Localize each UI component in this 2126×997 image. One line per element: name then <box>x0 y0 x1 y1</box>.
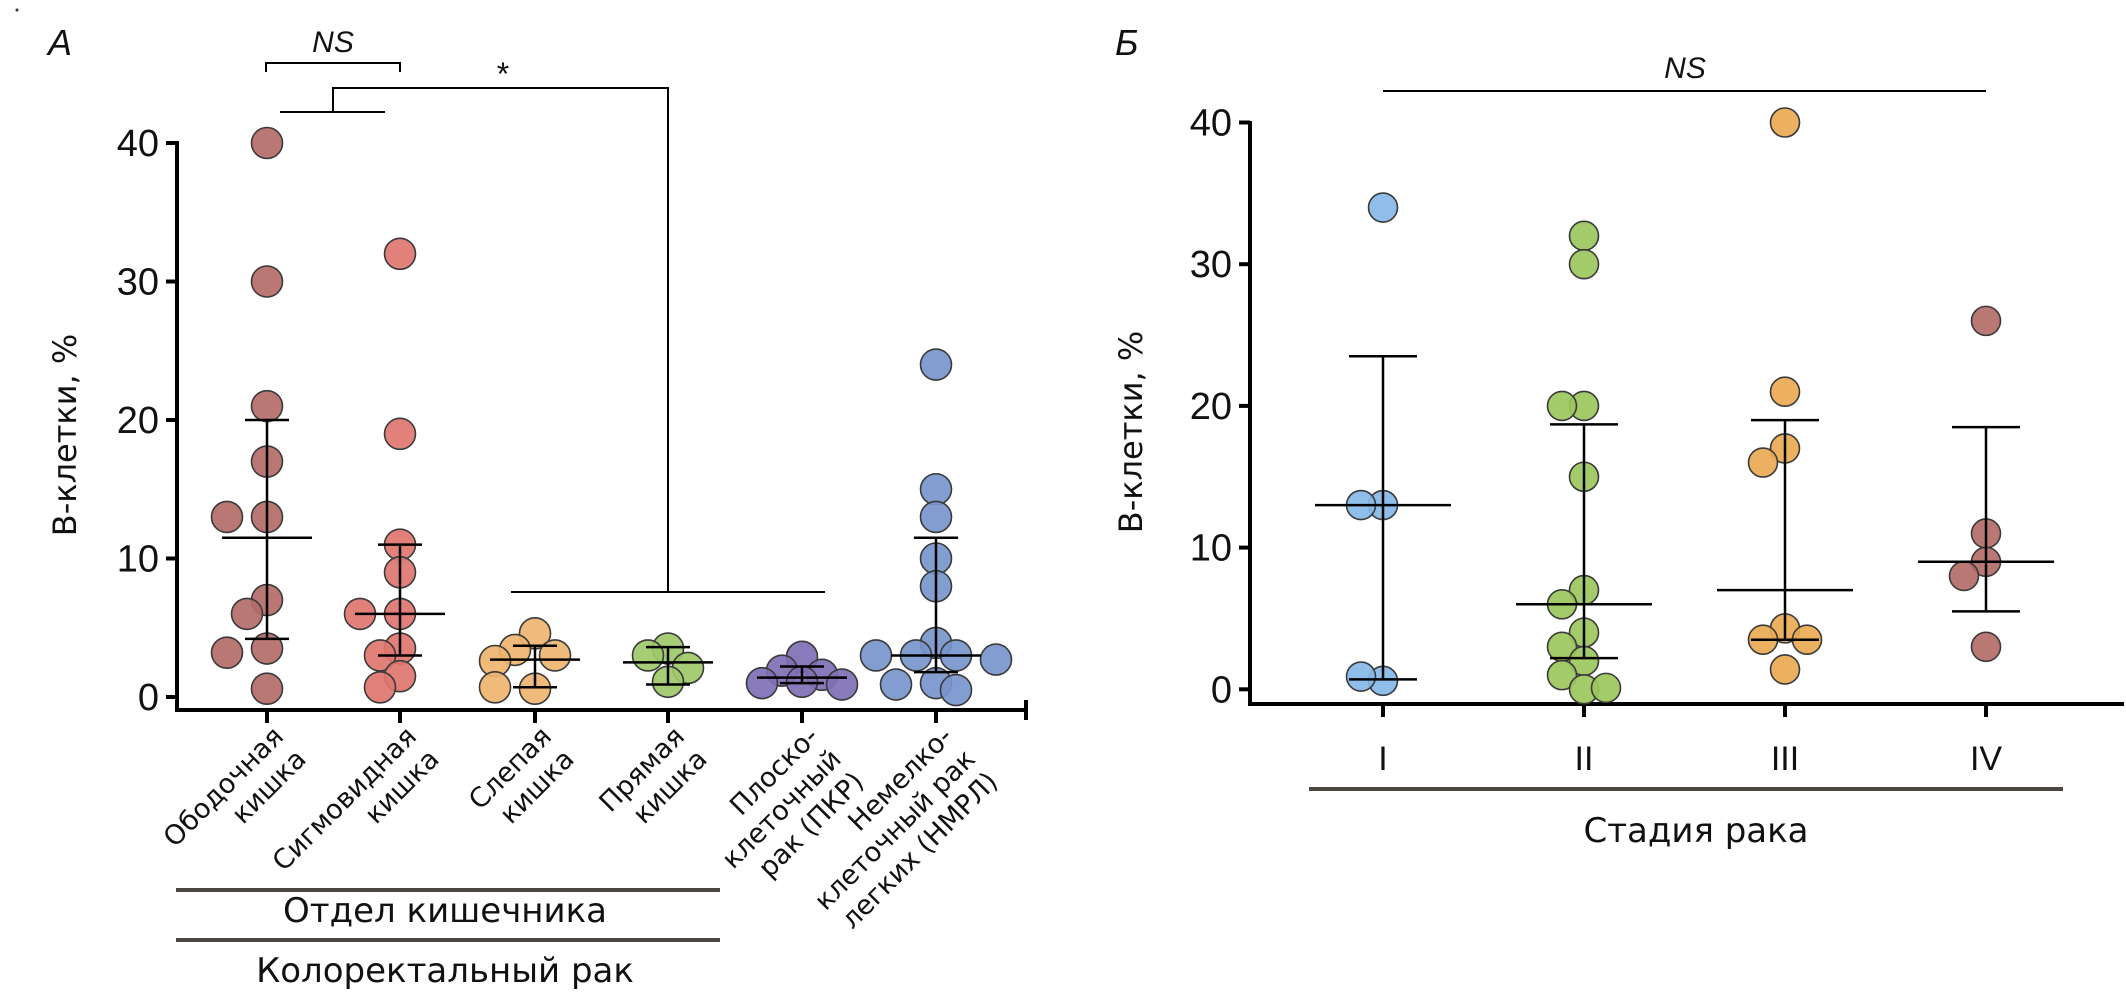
data-point <box>1546 390 1578 422</box>
data-point <box>1568 220 1600 252</box>
x-tick-label: III <box>1771 740 1799 778</box>
panel-b-label: Б <box>1115 22 1138 63</box>
panel-a-label: A <box>46 22 72 63</box>
x-tick-label: I <box>1378 740 1387 778</box>
y-tick-label: 40 <box>117 123 159 165</box>
ns-label-a: NS <box>312 26 354 59</box>
data-point <box>1367 192 1399 223</box>
x-category-label: Прямаякишка <box>593 721 713 841</box>
y-tick-label: 10 <box>1190 528 1232 570</box>
data-point <box>745 666 779 700</box>
panel-b-x-axis-title: Стадия рака <box>1583 811 1808 851</box>
panel-a-x-ticks <box>265 710 938 723</box>
data-point <box>939 673 973 707</box>
panel-b-y-ticks: 0 10 20 30 40 <box>1190 103 1250 711</box>
x-tick-label: II <box>1575 740 1594 778</box>
panel-a-y-axis-title: B-клетки, % <box>46 334 84 536</box>
ns-label-b: NS <box>1664 52 1706 85</box>
y-tick-label: 30 <box>117 262 159 304</box>
y-tick-label: 10 <box>117 539 159 581</box>
data-point <box>979 643 1013 676</box>
data-point <box>919 472 953 506</box>
data-point <box>1747 447 1779 478</box>
data-point <box>1546 659 1578 691</box>
panel-b-x-ticks: I II III IV <box>1378 704 2002 778</box>
ns-bracket <box>265 62 401 72</box>
y-tick-label: 20 <box>117 400 159 442</box>
data-point <box>383 237 417 271</box>
stray-dot <box>15 8 19 12</box>
data-point <box>919 348 953 381</box>
x-tick-label: IV <box>1970 740 2002 778</box>
data-point <box>210 636 244 669</box>
y-tick-label: 0 <box>1211 669 1232 711</box>
data-point <box>1769 107 1801 138</box>
data-point <box>250 126 284 160</box>
data-point <box>538 639 572 672</box>
y-tick-label: 40 <box>1190 103 1232 145</box>
data-point <box>478 671 512 704</box>
data-point <box>1970 631 2002 663</box>
data-point <box>1568 248 1600 280</box>
group-title-intestine: Отдел кишечника <box>283 891 607 931</box>
data-point <box>230 597 264 631</box>
data-point <box>879 668 913 701</box>
panel-b-y-axis-title: B-клетки, % <box>1112 331 1150 533</box>
data-point <box>363 671 397 704</box>
data-point <box>250 389 284 423</box>
data-point <box>1970 305 2002 337</box>
data-point <box>1948 560 1980 592</box>
data-point <box>859 639 893 672</box>
x-category-label: Слепаякишка <box>463 721 581 839</box>
data-point <box>919 500 953 534</box>
data-point <box>210 500 244 534</box>
panel-a-y-ticks: 0 10 20 30 40 <box>117 123 177 719</box>
star-bracket <box>280 87 669 592</box>
y-tick-label: 30 <box>1190 244 1232 286</box>
data-point <box>825 668 859 701</box>
panel-a-marks <box>210 126 1013 707</box>
panel-b-marks <box>1315 107 2054 705</box>
data-point <box>1769 654 1801 685</box>
y-tick-label: 20 <box>1190 386 1232 428</box>
data-point <box>631 639 665 672</box>
data-point <box>1769 376 1801 408</box>
y-tick-label: 0 <box>138 677 159 719</box>
group-title-colorectal: Колоректальный рак <box>256 951 634 991</box>
data-point <box>1590 672 1622 704</box>
star-label: * <box>497 56 509 92</box>
data-point <box>250 672 284 705</box>
data-point <box>383 417 417 451</box>
data-point <box>1345 661 1377 692</box>
data-point <box>250 265 284 298</box>
